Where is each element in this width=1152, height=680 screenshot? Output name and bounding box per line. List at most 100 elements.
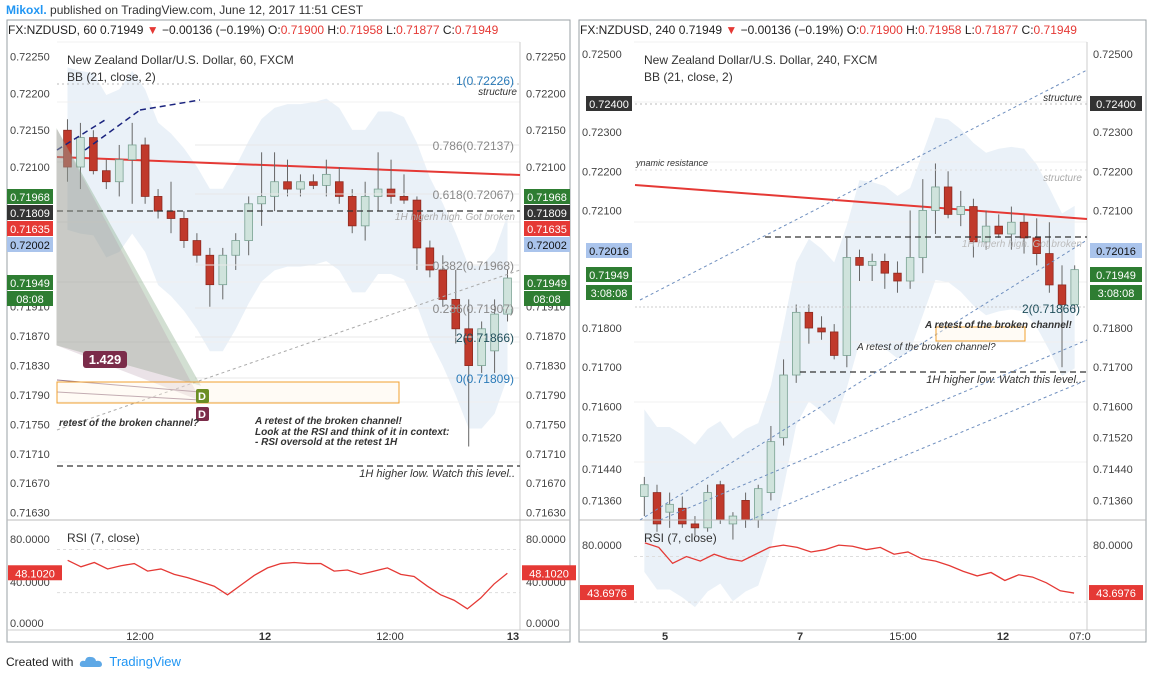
candle <box>192 240 202 256</box>
price-axis-label: 0.72250 <box>526 52 566 64</box>
price-axis-label: 0.72100 <box>1093 205 1133 217</box>
candle <box>893 272 902 282</box>
price-tag-bg <box>524 291 570 306</box>
price-tag-bg <box>1090 267 1142 282</box>
price-tag: 08:08 <box>533 294 561 306</box>
structure-label: structure <box>478 87 517 98</box>
created-with-label: Created with <box>6 655 74 669</box>
candle <box>1057 284 1067 305</box>
price-tag: 0.71949 <box>1096 270 1136 282</box>
ratio-badge-bg <box>83 351 127 368</box>
ticker-part: 0.71877 <box>396 23 443 37</box>
candle <box>399 196 409 201</box>
point-d-purple-bg <box>196 407 209 421</box>
price-axis-label: 0.71700 <box>1093 362 1133 374</box>
candle <box>334 181 344 197</box>
ticker-part: ▼ <box>147 23 162 37</box>
rsi-value-tag-bg <box>1089 585 1143 601</box>
price-tag-left: 0.71635 <box>10 224 50 236</box>
top-bar: Mikoxl. published on TradingView.com, Ju… <box>0 0 1152 20</box>
candle <box>1045 253 1054 286</box>
ticker-part: 0.71900 <box>281 23 328 37</box>
time-axis-label: 12 <box>259 631 271 643</box>
retest-zone-box <box>56 381 400 404</box>
harmonic-line <box>56 391 201 401</box>
rsi-label: RSI (7, close) <box>67 531 140 545</box>
candle <box>741 500 750 521</box>
price-axis-label-left: 0.72500 <box>582 49 622 61</box>
price-tag: 3:08:08 <box>1098 288 1135 300</box>
price-tag-bg <box>524 275 570 290</box>
candle <box>283 181 292 190</box>
fib-label: 1(0.72226) <box>456 74 514 88</box>
candle <box>386 188 396 197</box>
price-axis-label: 0.71360 <box>1093 495 1133 507</box>
candle <box>503 277 512 315</box>
publish-info: published on TradingView.com, June 12, 2… <box>50 3 364 17</box>
candle <box>309 181 318 186</box>
price-axis-label-left: 0.72250 <box>10 52 50 64</box>
ticker-line: FX:NZDUSD, 240 0.71949 ▼ −0.00136 (−0.19… <box>580 23 1077 37</box>
price-tag-left-bg <box>586 243 632 258</box>
price-axis-label-left: 0.72200 <box>10 88 50 100</box>
candle <box>652 492 662 525</box>
bollinger-band <box>67 67 508 429</box>
candle <box>257 196 266 205</box>
author-name[interactable]: Mikoxl. <box>6 3 47 17</box>
ticker-part: ▼ <box>725 23 740 37</box>
price-axis-label-left: 0.72150 <box>10 125 50 137</box>
tradingview-cloud-icon <box>80 656 103 667</box>
structure-label-1: structure <box>1043 93 1082 104</box>
price-tag-left: 0.72016 <box>589 246 629 258</box>
candle <box>1032 237 1041 254</box>
time-axis-label: 12:00 <box>126 631 154 643</box>
price-axis-label-left: 0.71440 <box>582 464 622 476</box>
price-tag-left: 0.71968 <box>10 192 50 204</box>
candle <box>817 327 826 333</box>
price-axis-label-left: 0.71790 <box>10 390 50 402</box>
rsi-axis-label: 0.0000 <box>526 618 560 630</box>
rsi-value-tag: 43.6976 <box>1096 588 1136 600</box>
price-axis-label: 0.71670 <box>526 478 566 490</box>
tradingview-brand-link[interactable]: TradingView <box>109 654 181 669</box>
candle <box>754 488 763 521</box>
price-axis-label: 0.71630 <box>526 508 566 520</box>
candle <box>451 298 461 330</box>
price-axis-label: 0.71800 <box>1093 323 1133 335</box>
candle <box>296 181 305 190</box>
candle <box>792 311 801 376</box>
price-tag-left: 3:08:08 <box>591 288 628 300</box>
price-axis-label-left: 0.71600 <box>582 401 622 413</box>
retest-small-label: A retest of the broken channel? <box>856 342 996 353</box>
time-axis-label: 12 <box>997 631 1009 643</box>
candle <box>76 137 85 168</box>
price-axis-label-left: 0.71700 <box>582 362 622 374</box>
retest-zone-box <box>935 326 1026 342</box>
price-tag-left: 08:08 <box>16 294 44 306</box>
candle <box>114 159 124 183</box>
price-tag: 0.71949 <box>527 278 567 290</box>
ticker-part: 0.71958 <box>339 23 386 37</box>
fib-label: 0.236(0.71907) <box>433 302 514 316</box>
candle <box>855 257 864 266</box>
price-axis-label: 0.71440 <box>1093 464 1133 476</box>
channel-line-dark <box>139 99 201 111</box>
point-d-purple: D <box>198 409 206 421</box>
candle <box>716 484 725 521</box>
candle <box>779 374 788 439</box>
point-d-green-bg <box>196 389 209 403</box>
price-axis-label: 0.71790 <box>526 390 566 402</box>
price-axis-label: 0.71520 <box>1093 433 1133 445</box>
retest-big-label-2: Look at the RSI and think of it in conte… <box>255 427 449 438</box>
ticker-part: FX:NZDUSD, 240 0.71949 <box>580 23 725 37</box>
fib-label: 0(0.71809) <box>456 372 514 386</box>
rsi-axis-label-left: 80.0000 <box>582 540 622 552</box>
price-tag-left: 0.72002 <box>10 240 50 252</box>
price-axis-label: 0.71600 <box>1093 401 1133 413</box>
price-axis-label-left: 0.72100 <box>582 205 622 217</box>
price-tag: 0.71809 <box>527 208 567 220</box>
time-axis-label: 5 <box>662 631 668 643</box>
candle <box>102 170 111 183</box>
candle <box>905 257 915 282</box>
